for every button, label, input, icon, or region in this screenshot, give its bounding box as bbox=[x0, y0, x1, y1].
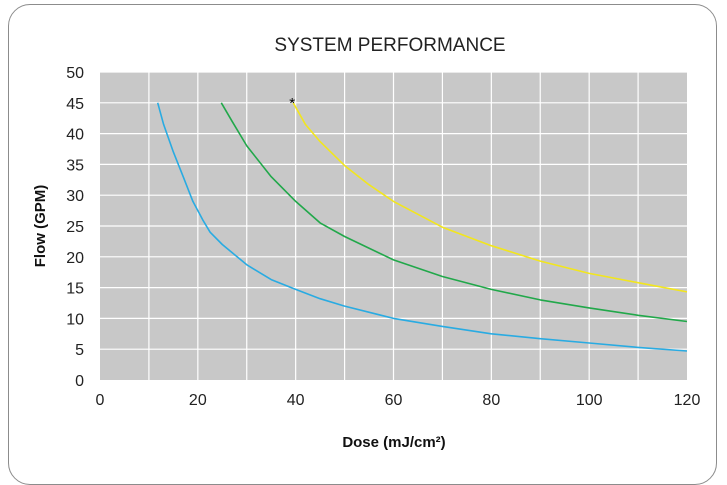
chart-title: SYSTEM PERFORMANCE bbox=[274, 35, 505, 56]
x-axis-ticks: 0 20 40 60 80 100 120 bbox=[96, 392, 701, 409]
y-tick-label: 50 bbox=[66, 65, 84, 82]
x-axis-label: Dose (mJ/cm²) bbox=[342, 434, 445, 451]
y-tick-label: 45 bbox=[66, 96, 84, 113]
x-tick-label: 120 bbox=[674, 392, 701, 409]
asterisk-annotation: * bbox=[289, 95, 295, 112]
series-line-2 bbox=[220, 102, 688, 323]
x-tick-label: 100 bbox=[576, 392, 603, 409]
y-tick-label: 15 bbox=[66, 281, 84, 298]
x-tick-label: 20 bbox=[189, 392, 207, 409]
y-tick-label: 0 bbox=[75, 373, 84, 390]
x-tick-label: 0 bbox=[96, 392, 105, 409]
y-tick-label: 30 bbox=[66, 188, 84, 205]
y-tick-label: 40 bbox=[66, 127, 84, 144]
x-tick-label: 60 bbox=[385, 392, 403, 409]
y-tick-label: 5 bbox=[75, 342, 84, 359]
series-line-1 bbox=[156, 102, 688, 352]
y-tick-label: 35 bbox=[66, 157, 84, 174]
y-tick-label: 25 bbox=[66, 219, 84, 236]
grid-lines bbox=[100, 71, 687, 380]
y-axis-ticks: 0 5 10 15 20 25 30 35 40 45 50 bbox=[66, 65, 84, 390]
series-lines bbox=[156, 102, 688, 352]
x-tick-label: 40 bbox=[287, 392, 305, 409]
x-tick-label: 80 bbox=[482, 392, 500, 409]
y-tick-label: 20 bbox=[66, 250, 84, 267]
series-line-3 bbox=[292, 102, 688, 293]
y-tick-label: 10 bbox=[66, 311, 84, 328]
y-axis-label: Flow (GPM) bbox=[32, 185, 49, 268]
